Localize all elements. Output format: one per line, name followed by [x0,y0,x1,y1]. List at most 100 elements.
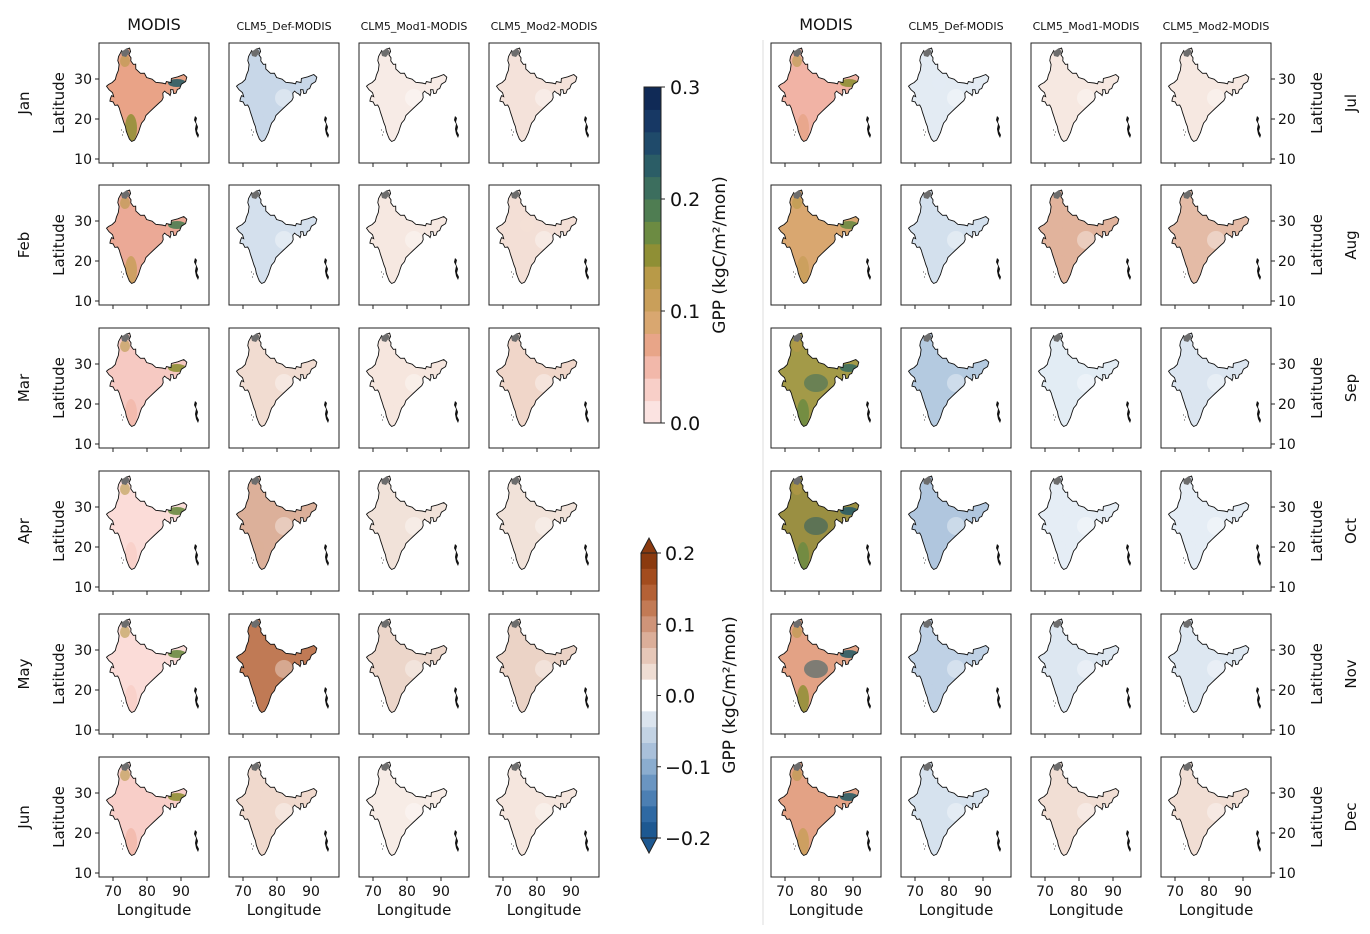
x-tick-label: 80 [1070,884,1088,900]
colorbar-swatch [641,727,657,744]
disputed-region [381,48,390,57]
map-panel [900,470,1012,595]
map-texture [926,790,965,837]
map-texture [1056,790,1095,837]
map-panel: 30 20 10 [1160,327,1296,453]
colorbar-swatch [644,288,661,312]
y-tick-label: 10 [1278,437,1296,453]
y-tick-label: 20 [1278,540,1296,556]
y-tick-label: 10 [1278,580,1296,596]
x-tick-label: 70 [364,884,382,900]
x-axis-label: Longitude [789,901,864,919]
y-tick-label: 20 [74,540,92,556]
disputed-region [511,48,520,57]
x-axis-label: Longitude [377,901,452,919]
lakshadweep-islands [121,414,124,421]
map-texture [1056,504,1095,551]
map-texture [514,647,553,694]
lakshadweep-islands [511,557,514,564]
lakshadweep-islands [121,557,124,564]
map-texture [926,647,965,694]
disputed-region [1183,190,1192,199]
map-texture [254,76,293,123]
map-texture [514,218,553,265]
month-label: May [15,658,33,689]
y-tick-label: 10 [74,294,92,310]
lakshadweep-islands [1053,129,1056,136]
andaman-islands [324,687,329,709]
map-panel: 30 20 10 [74,42,210,168]
disputed-region [511,476,520,485]
map-panel [770,184,882,309]
lakshadweep-islands [793,557,796,564]
y-axis-label: Latitude [50,643,68,705]
map-panel [770,42,882,167]
disputed-region [1053,333,1062,342]
y-axis-label: Latitude [1308,500,1326,562]
colorbar-tick-label: 0.0 [670,413,700,435]
column-title: CLM5_Mod1-MODIS [361,20,468,33]
andaman-islands [194,258,199,280]
map-panel: 30 20 10 [1160,184,1296,310]
map-texture [384,504,423,551]
lakshadweep-islands [1183,700,1186,707]
andaman-islands [584,544,589,566]
lakshadweep-islands [793,271,796,278]
lakshadweep-islands [923,843,926,850]
colorbar-swatch [641,806,657,823]
lakshadweep-islands [511,414,514,421]
andaman-islands [324,544,329,566]
colorbar-swatch [641,758,657,776]
andaman-islands [866,116,871,138]
lakshadweep-islands [1183,129,1186,136]
colorbar-swatch [641,648,657,665]
disputed-region [381,190,390,199]
column-title: MODIS [799,15,853,34]
disputed-region [251,48,260,57]
map-texture [1186,361,1225,408]
andaman-islands [584,258,589,280]
colorbar-swatch [644,154,661,178]
colorbar-swatch [641,663,657,681]
map-texture [1186,647,1225,694]
x-tick-label: 70 [1036,884,1054,900]
colorbar-swatch [644,311,661,334]
map-panel [900,184,1012,309]
andaman-islands [996,258,1001,280]
colorbar-tick-label: 0.1 [670,301,700,323]
disputed-region [121,190,130,199]
colorbar-extend-min [640,837,658,855]
colorbar-swatch [641,632,657,649]
colorbar-swatch [641,695,657,712]
column-title: CLM5_Def-MODIS [908,20,1003,33]
x-tick-label: 80 [1200,884,1218,900]
disputed-region [793,619,802,628]
andaman-islands [1126,116,1131,138]
andaman-islands [454,544,459,566]
disputed-region [511,619,520,628]
x-tick-label: 90 [844,884,862,900]
colorbar-tick-label: 0.0 [665,686,695,708]
y-tick-label: 30 [74,786,92,802]
disputed-region [793,48,802,57]
map-texture [384,790,423,837]
lakshadweep-islands [1053,414,1056,421]
map-texture [926,361,965,408]
month-label: Mar [15,373,33,402]
map-texture [1186,76,1225,123]
y-tick-label: 20 [1278,112,1296,128]
y-axis-label: Latitude [50,357,68,419]
y-tick-label: 20 [74,112,92,128]
x-axis-label: Longitude [117,901,192,919]
lakshadweep-islands [121,700,124,707]
y-tick-label: 10 [74,723,92,739]
andaman-islands [866,830,871,852]
disputed-region [121,762,130,771]
colorbar-tick-label: −0.2 [665,828,711,850]
disputed-region [1053,48,1062,57]
lakshadweep-islands [251,557,254,564]
lakshadweep-islands [923,414,926,421]
month-label: Aug [1342,230,1360,259]
